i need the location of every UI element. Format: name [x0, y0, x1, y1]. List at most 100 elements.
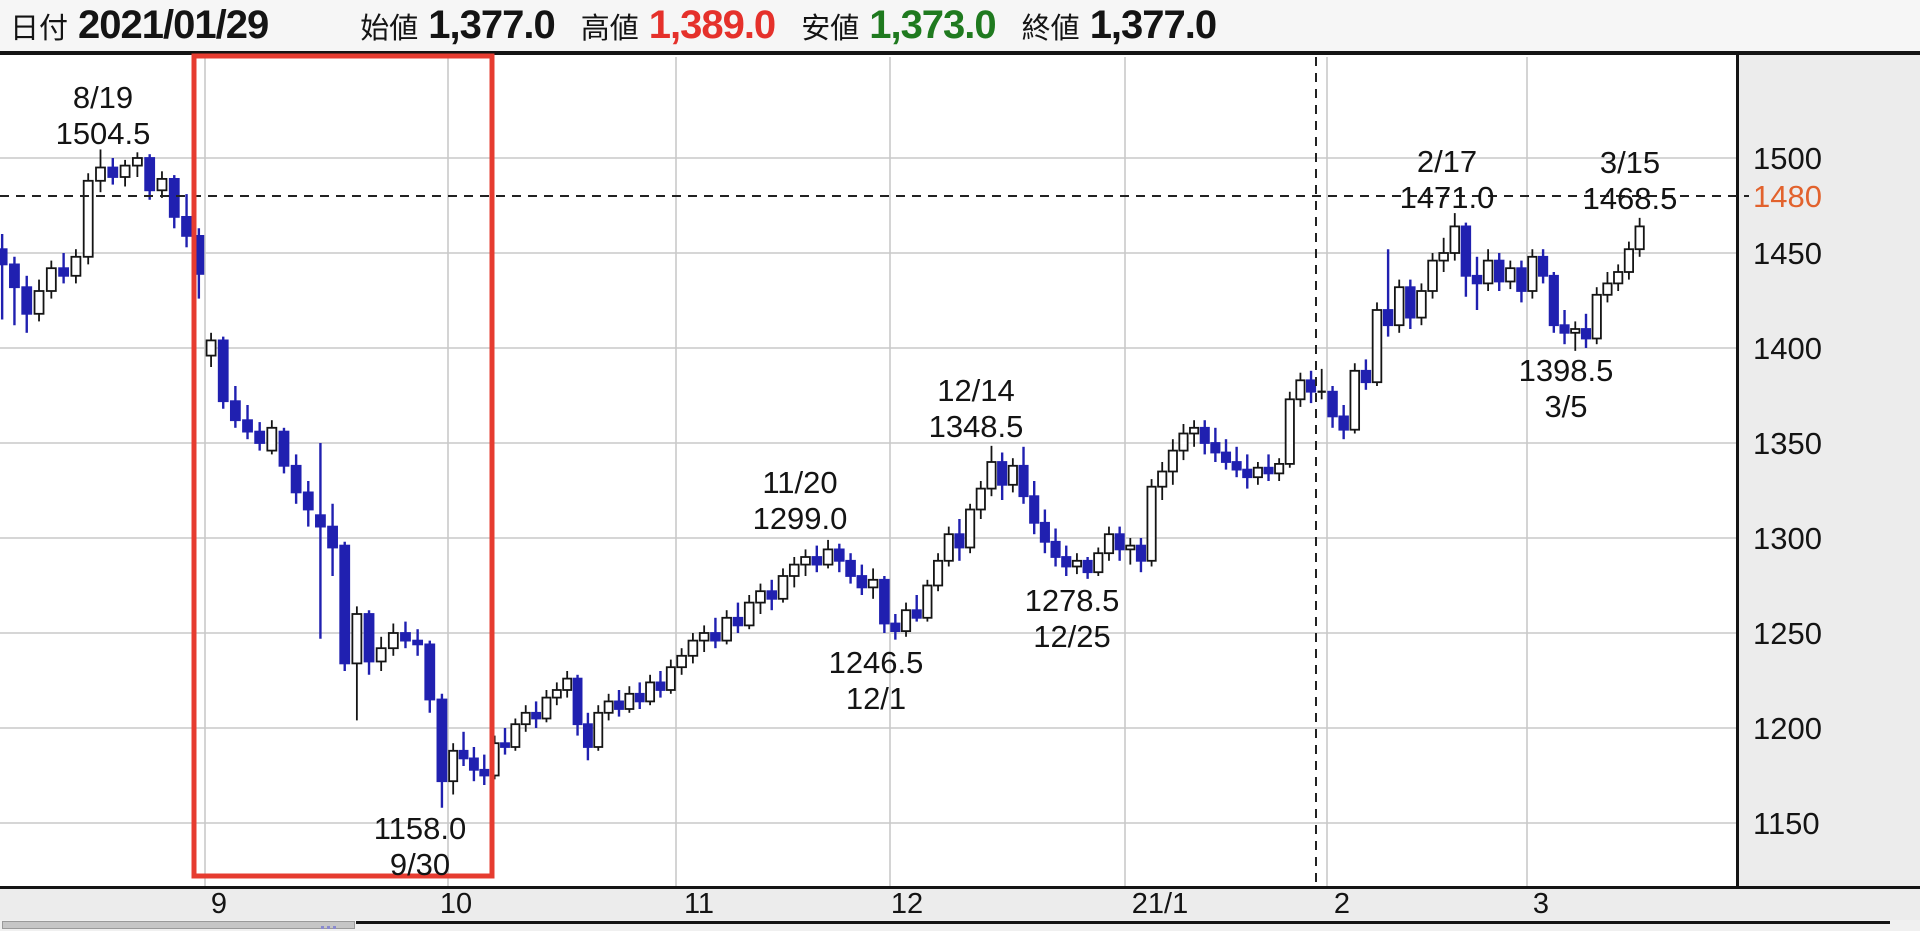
x-axis-label: 12 — [891, 888, 923, 920]
candle-body — [655, 681, 666, 691]
candle-body — [1263, 466, 1274, 475]
candle — [1317, 368, 1326, 400]
candle — [205, 332, 217, 367]
candle-body — [1103, 533, 1115, 555]
candle — [1050, 528, 1061, 567]
candle-body — [1167, 449, 1178, 473]
candle — [743, 595, 755, 630]
candle-body — [1252, 466, 1263, 479]
candle-body — [834, 548, 845, 562]
candle — [458, 731, 469, 766]
candle — [1295, 372, 1306, 407]
candle-body — [468, 757, 479, 771]
swing-annotation: 1398.53/5 — [1519, 353, 1614, 424]
scrollbar-thumb[interactable] — [2, 921, 355, 929]
candle-body — [1371, 309, 1383, 384]
annotation-line: 1504.5 — [56, 116, 151, 151]
candle-body — [1634, 225, 1645, 251]
candle-body — [800, 556, 811, 566]
candle-body — [943, 533, 954, 562]
candle-body — [500, 742, 510, 748]
candle — [911, 595, 922, 622]
candle — [900, 602, 912, 637]
candle-body — [95, 166, 106, 182]
y-axis-label: 1480 — [1753, 179, 1822, 214]
candle-body — [788, 563, 800, 577]
candle — [242, 405, 253, 440]
candle-body — [436, 698, 448, 783]
candle-body — [922, 584, 933, 619]
candle — [1167, 439, 1178, 485]
candle-body — [375, 647, 387, 663]
candle-body — [582, 723, 593, 748]
candle — [732, 602, 744, 633]
candle — [1284, 391, 1295, 468]
candle — [1210, 427, 1221, 462]
candle — [1146, 479, 1157, 567]
candle-body — [1007, 464, 1018, 486]
annotation-line: 9/30 — [390, 847, 450, 882]
candle-body — [0, 248, 8, 266]
candle-body — [732, 616, 744, 627]
candle — [933, 553, 944, 592]
candle-body — [1093, 552, 1104, 574]
candle-body — [510, 723, 521, 748]
candle-body — [9, 263, 20, 289]
candle — [1199, 420, 1210, 455]
candle — [1371, 302, 1383, 386]
candle — [986, 445, 997, 497]
scrollbar-track-edge — [356, 921, 1890, 924]
candle — [1482, 249, 1494, 291]
candle-body — [1338, 415, 1349, 431]
candle-body — [302, 491, 314, 511]
candle-body — [755, 590, 766, 604]
candle-body — [1449, 225, 1461, 254]
candle-body — [911, 609, 922, 619]
candle — [387, 623, 399, 656]
candle — [624, 686, 635, 713]
candle — [82, 173, 94, 265]
annotation-line: 12/14 — [937, 373, 1015, 408]
candle — [800, 549, 811, 576]
y-axis-label: 1350 — [1753, 426, 1822, 461]
candle-body — [363, 613, 375, 663]
scrollbar-grip-dot — [333, 926, 336, 929]
candle-body — [1210, 442, 1221, 454]
candle — [1007, 458, 1018, 493]
candle-body — [266, 426, 278, 452]
y-axis-label: 1400 — [1753, 331, 1822, 366]
candle-body — [1295, 379, 1306, 401]
candle — [131, 152, 143, 177]
candle — [698, 625, 710, 652]
candle — [119, 159, 131, 187]
low-value: 1,373.0 — [869, 3, 996, 47]
candle-body — [721, 616, 732, 642]
candle-body — [45, 267, 57, 292]
candle-body — [867, 578, 879, 589]
annotation-line: 12/1 — [846, 681, 906, 716]
x-axis-label: 10 — [440, 888, 472, 920]
candle-body — [1189, 426, 1200, 435]
horizontal-scrollbar[interactable] — [0, 920, 1920, 931]
close-label: 終値 — [1021, 12, 1080, 45]
x-axis-label: 3 — [1533, 888, 1549, 920]
candle — [1018, 446, 1029, 504]
candle — [266, 420, 278, 455]
candle-body — [900, 609, 912, 633]
candle — [721, 610, 732, 645]
candle — [1220, 439, 1232, 470]
candle — [1602, 272, 1613, 303]
candle-body — [1570, 328, 1581, 334]
candle — [1178, 424, 1189, 461]
candle — [1416, 283, 1427, 326]
candle — [520, 705, 531, 732]
candle — [45, 260, 57, 299]
candle-body — [70, 255, 82, 277]
candle — [181, 194, 192, 248]
open-label: 始値 — [360, 12, 419, 45]
candle-body — [412, 639, 424, 646]
candle — [822, 539, 834, 569]
candle-body — [562, 677, 573, 691]
candle — [1471, 256, 1483, 310]
